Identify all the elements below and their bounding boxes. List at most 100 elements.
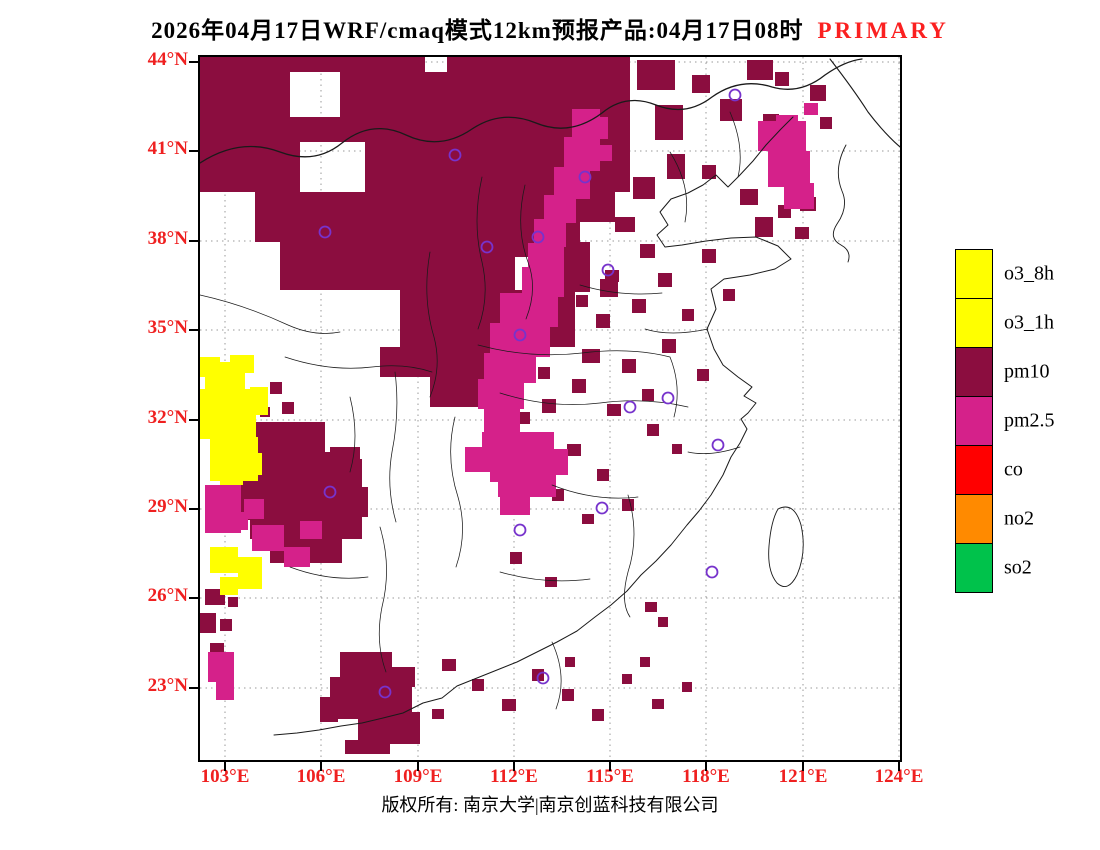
pm25-cell bbox=[230, 512, 248, 530]
pm10-cell bbox=[442, 659, 456, 671]
pm10-cell bbox=[633, 177, 655, 199]
latitude-label: 29°N bbox=[147, 496, 188, 517]
pm10-cell bbox=[632, 299, 646, 313]
pm10-cell bbox=[810, 85, 826, 101]
pm10-cell bbox=[562, 689, 574, 701]
pm10-cell bbox=[538, 367, 550, 379]
pm10-cell bbox=[330, 447, 360, 467]
pm25-cell bbox=[484, 353, 536, 383]
longitude-tick bbox=[513, 762, 515, 771]
province-boundaries bbox=[200, 111, 741, 710]
longitude-label: 112°E bbox=[490, 766, 538, 787]
pollutant-legend: o3_8h o3_1h pm10 pm2.5 co no2 so2 bbox=[955, 249, 1055, 593]
longitude-label: 121°E bbox=[778, 766, 828, 787]
pm10-cell bbox=[358, 712, 420, 744]
pm10-cell bbox=[637, 60, 675, 90]
pm10-cell bbox=[280, 242, 515, 290]
legend-swatch-o3_1h: o3_1h bbox=[955, 298, 1054, 348]
pm10-cell bbox=[565, 657, 575, 667]
pm25-cell bbox=[500, 495, 530, 515]
latitude-label: 32°N bbox=[147, 407, 188, 428]
pm10-cell bbox=[517, 412, 530, 424]
page-title: 2026年04月17日WRF/cmaq模式12km预报产品:04月17日08时 P… bbox=[0, 11, 1100, 45]
pm10-cell bbox=[682, 682, 692, 692]
pm25-cell bbox=[478, 379, 524, 409]
pm10-cell bbox=[615, 217, 635, 232]
pm25-cell bbox=[208, 652, 234, 682]
city-marker-icon bbox=[378, 685, 392, 699]
pm10-cell bbox=[432, 709, 444, 719]
pm10-cell bbox=[220, 619, 232, 631]
pm10-cell bbox=[597, 469, 609, 481]
pm25-cell bbox=[284, 547, 310, 567]
pm10-cell bbox=[596, 314, 610, 328]
latitude-tick bbox=[189, 240, 198, 242]
pm25-cell bbox=[244, 499, 264, 519]
city-marker-icon bbox=[448, 148, 462, 162]
pm10-cell bbox=[795, 227, 809, 239]
pm25-cell bbox=[528, 243, 564, 271]
boundary-layer bbox=[200, 58, 900, 736]
latitude-tick bbox=[189, 329, 198, 331]
pm10-cell bbox=[697, 369, 709, 381]
pm10-cell bbox=[672, 444, 682, 454]
pm10-cell bbox=[652, 699, 664, 709]
pm10-cell bbox=[200, 72, 290, 117]
pm10-cell bbox=[502, 699, 516, 711]
legend-label: no2 bbox=[1004, 507, 1034, 530]
city-marker-icon bbox=[661, 391, 675, 405]
pm10-cell bbox=[282, 402, 294, 414]
legend-swatch-pm2.5: pm2.5 bbox=[955, 396, 1055, 446]
city-marker-icon bbox=[480, 240, 494, 254]
pm10-cell bbox=[622, 499, 634, 511]
pm10-cell bbox=[200, 117, 630, 142]
city-marker-icon bbox=[578, 170, 592, 184]
pm10-cell bbox=[350, 487, 368, 517]
pm10-cell bbox=[320, 697, 338, 722]
pm10-cell bbox=[510, 552, 522, 564]
longitude-tick bbox=[609, 762, 611, 771]
pm10-cell bbox=[390, 667, 415, 687]
city-marker-icon bbox=[705, 565, 719, 579]
o3-cell bbox=[246, 453, 262, 475]
city-marker-icon bbox=[623, 400, 637, 414]
latitude-label: 35°N bbox=[147, 317, 188, 338]
pm10-cell bbox=[658, 273, 672, 287]
latitude-label: 41°N bbox=[147, 138, 188, 159]
pm10-cell bbox=[582, 514, 594, 524]
legend-label: pm10 bbox=[1004, 360, 1050, 383]
pm10-cell bbox=[592, 709, 604, 721]
pm10-cell bbox=[622, 674, 632, 684]
longitude-tick bbox=[898, 762, 900, 771]
coastline bbox=[273, 116, 794, 736]
pm10-cell bbox=[200, 57, 425, 72]
pm25-cell bbox=[216, 682, 234, 700]
city-marker-icon bbox=[531, 230, 545, 244]
pm10-cell bbox=[552, 324, 566, 338]
pm10-cell bbox=[640, 657, 650, 667]
legend-label: o3_8h bbox=[1004, 262, 1054, 285]
longitude-tick bbox=[802, 762, 804, 771]
pm10-cell bbox=[228, 597, 238, 607]
title-badge: PRIMARY bbox=[817, 18, 949, 43]
legend-label: so2 bbox=[1004, 556, 1032, 579]
longitude-tick bbox=[320, 762, 322, 771]
latitude-tick bbox=[189, 150, 198, 152]
title-text: 2026年04月17日WRF/cmaq模式12km预报产品:04月17日08时 bbox=[151, 18, 804, 43]
legend-label: co bbox=[1004, 458, 1023, 481]
pm25-cell bbox=[465, 447, 485, 472]
city-marker-icon bbox=[513, 523, 527, 537]
pm10-cell bbox=[605, 270, 619, 282]
legend-swatch-o3_8h: o3_8h bbox=[955, 249, 1054, 299]
pm10-cell bbox=[682, 309, 694, 321]
longitude-tick bbox=[224, 762, 226, 771]
pm10-cell bbox=[640, 244, 655, 258]
pollutant-fill-layer bbox=[200, 57, 832, 754]
longitude-label: 106°E bbox=[296, 766, 346, 787]
longitude-tick bbox=[417, 762, 419, 771]
latitude-label: 23°N bbox=[147, 675, 188, 696]
o3-cell bbox=[250, 387, 268, 415]
pm10-cell bbox=[720, 99, 742, 121]
longitude-label: 118°E bbox=[682, 766, 730, 787]
pm10-cell bbox=[567, 444, 581, 456]
